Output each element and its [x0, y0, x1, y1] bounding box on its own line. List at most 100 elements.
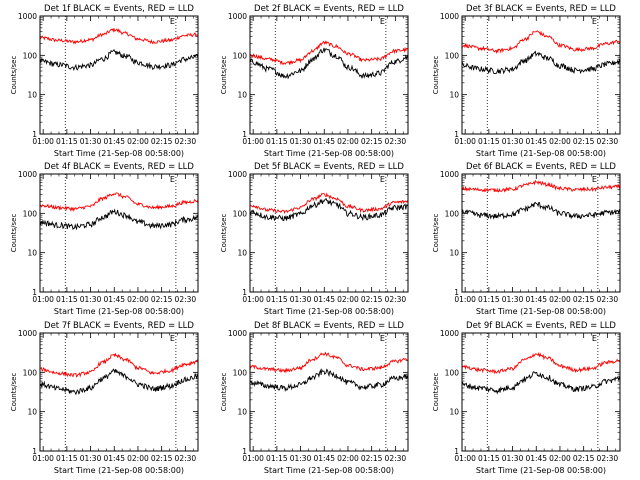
x-tick-label: 01:00: [242, 454, 264, 463]
y-tick-label: 1000: [228, 12, 247, 21]
x-tick-label: 01:45: [525, 137, 547, 146]
series-line-events: [249, 47, 409, 80]
y-tick-label: 10: [237, 249, 247, 258]
x-tick-label: 01:30: [290, 295, 312, 304]
y-tick-label: 10: [449, 408, 459, 417]
x-axis-label: Start Time (21-Sep-08 00:58:00): [476, 307, 606, 316]
x-axis-label: Start Time (21-Sep-08 00:58:00): [476, 149, 606, 158]
x-tick-label: 01:30: [290, 454, 312, 463]
y-tick-label: 1000: [440, 12, 459, 21]
x-tick-label: 02:00: [549, 295, 571, 304]
chart-panel-7: Det 7f BLACK = Events, RED = LLD Counts/s…: [10, 321, 199, 475]
y-axis-label: Counts/sec: [10, 56, 18, 95]
x-tick-label: 02:00: [549, 454, 571, 463]
x-tick-label: 02:00: [337, 137, 359, 146]
series-line-events: [461, 371, 621, 395]
x-tick-label: 01:15: [478, 295, 500, 304]
x-tick-label: 02:15: [151, 137, 173, 146]
x-tick-label: 01:45: [313, 137, 335, 146]
chart-panel-3: Det 3f BLACK = Events, RED = LLD Counts/s…: [432, 4, 621, 158]
chart-title: Det 6f BLACK = Events, RED = LLD: [466, 162, 616, 172]
y-tick-label: 1000: [18, 12, 37, 21]
x-tick-label: 02:15: [361, 454, 383, 463]
marker-label: E: [380, 17, 385, 26]
y-axis-label: Counts/sec: [432, 373, 440, 412]
x-tick-label: 02:15: [361, 137, 383, 146]
y-tick-label: 1000: [18, 329, 37, 338]
chart-title: Det 8f BLACK = Events, RED = LLD: [254, 321, 404, 331]
plot-frame: [39, 173, 199, 293]
x-axis-label: Start Time (21-Sep-08 00:58:00): [54, 466, 184, 475]
x-tick-label: 01:45: [525, 295, 547, 304]
series-line-events: [249, 197, 409, 222]
series-line-lld: [249, 40, 409, 66]
x-tick-label: 01:15: [56, 454, 78, 463]
series-line-lld: [249, 192, 409, 214]
y-tick-label: 1: [32, 288, 37, 297]
y-tick-label: 100: [233, 368, 248, 377]
y-tick-label: 10: [27, 249, 37, 258]
y-tick-label: 1: [454, 447, 459, 456]
x-tick-label: 01:45: [103, 137, 125, 146]
y-tick-label: 100: [445, 368, 460, 377]
x-tick-label: 02:15: [151, 295, 173, 304]
series-line-events: [249, 367, 409, 393]
x-tick-label: 01:15: [266, 137, 288, 146]
marker-label: E: [170, 175, 175, 184]
x-tick-label: 01:15: [266, 295, 288, 304]
x-tick-label: 01:30: [80, 137, 102, 146]
series-line-events: [39, 48, 199, 71]
plot-frame: [39, 15, 199, 135]
y-tick-label: 10: [237, 91, 247, 100]
plot-frame: [461, 332, 621, 452]
marker-label: E: [380, 175, 385, 184]
y-tick-label: 1: [454, 130, 459, 139]
series-line-lld: [40, 352, 199, 378]
x-tick-label: 01:45: [313, 454, 335, 463]
x-tick-label: 02:15: [573, 137, 595, 146]
chart-title: Det 1f BLACK = Events, RED = LLD: [44, 4, 194, 14]
x-axis-label: Start Time (21-Sep-08 00:58:00): [54, 149, 184, 158]
chart-panel-4: Det 4f BLACK = Events, RED = LLD Counts/s…: [10, 162, 199, 316]
y-tick-label: 1: [32, 447, 37, 456]
plot-frame: [249, 332, 409, 452]
x-tick-label: 01:15: [56, 137, 78, 146]
chart-title: Det 7f BLACK = Events, RED = LLD: [44, 321, 194, 331]
series-line-lld: [39, 192, 199, 213]
x-axis-label: Start Time (21-Sep-08 00:58:00): [264, 307, 394, 316]
x-tick-label: 01:45: [525, 454, 547, 463]
y-tick-label: 1000: [228, 329, 247, 338]
x-tick-label: 01:30: [502, 137, 524, 146]
chart-panel-1: Det 1f BLACK = Events, RED = LLD Counts/s…: [10, 4, 199, 158]
x-tick-label: 01:00: [242, 137, 264, 146]
x-tick-label: 01:45: [103, 454, 125, 463]
x-tick-label: 02:15: [573, 454, 595, 463]
x-tick-label: 02:30: [385, 454, 407, 463]
x-axis-label: Start Time (21-Sep-08 00:58:00): [264, 466, 394, 475]
y-tick-label: 100: [23, 209, 38, 218]
y-tick-label: 100: [233, 209, 248, 218]
x-tick-label: 01:45: [103, 295, 125, 304]
series-line-events: [461, 201, 621, 220]
marker-label: E: [170, 17, 175, 26]
series-line-events: [461, 50, 621, 75]
marker-label: E: [592, 334, 597, 343]
x-tick-label: 02:15: [151, 454, 173, 463]
x-tick-label: 02:30: [597, 137, 619, 146]
marker-label: E: [592, 175, 597, 184]
series-line-events: [39, 208, 199, 231]
y-tick-label: 10: [237, 408, 247, 417]
x-tick-label: 01:30: [290, 137, 312, 146]
x-tick-label: 01:00: [454, 137, 476, 146]
x-tick-label: 02:30: [175, 454, 197, 463]
chart-panel-5: Det 5f BLACK = Events, RED = LLD Counts/s…: [220, 162, 409, 316]
y-axis-label: Counts/sec: [10, 214, 18, 253]
x-tick-label: 02:00: [127, 295, 149, 304]
x-tick-label: 02:30: [175, 137, 197, 146]
chart-panel-9: Det 9f BLACK = Events, RED = LLD Counts/s…: [432, 321, 621, 475]
y-tick-label: 1: [454, 288, 459, 297]
chart-title: Det 4f BLACK = Events, RED = LLD: [44, 162, 194, 172]
series-line-lld: [39, 28, 199, 45]
x-tick-label: 02:15: [573, 295, 595, 304]
